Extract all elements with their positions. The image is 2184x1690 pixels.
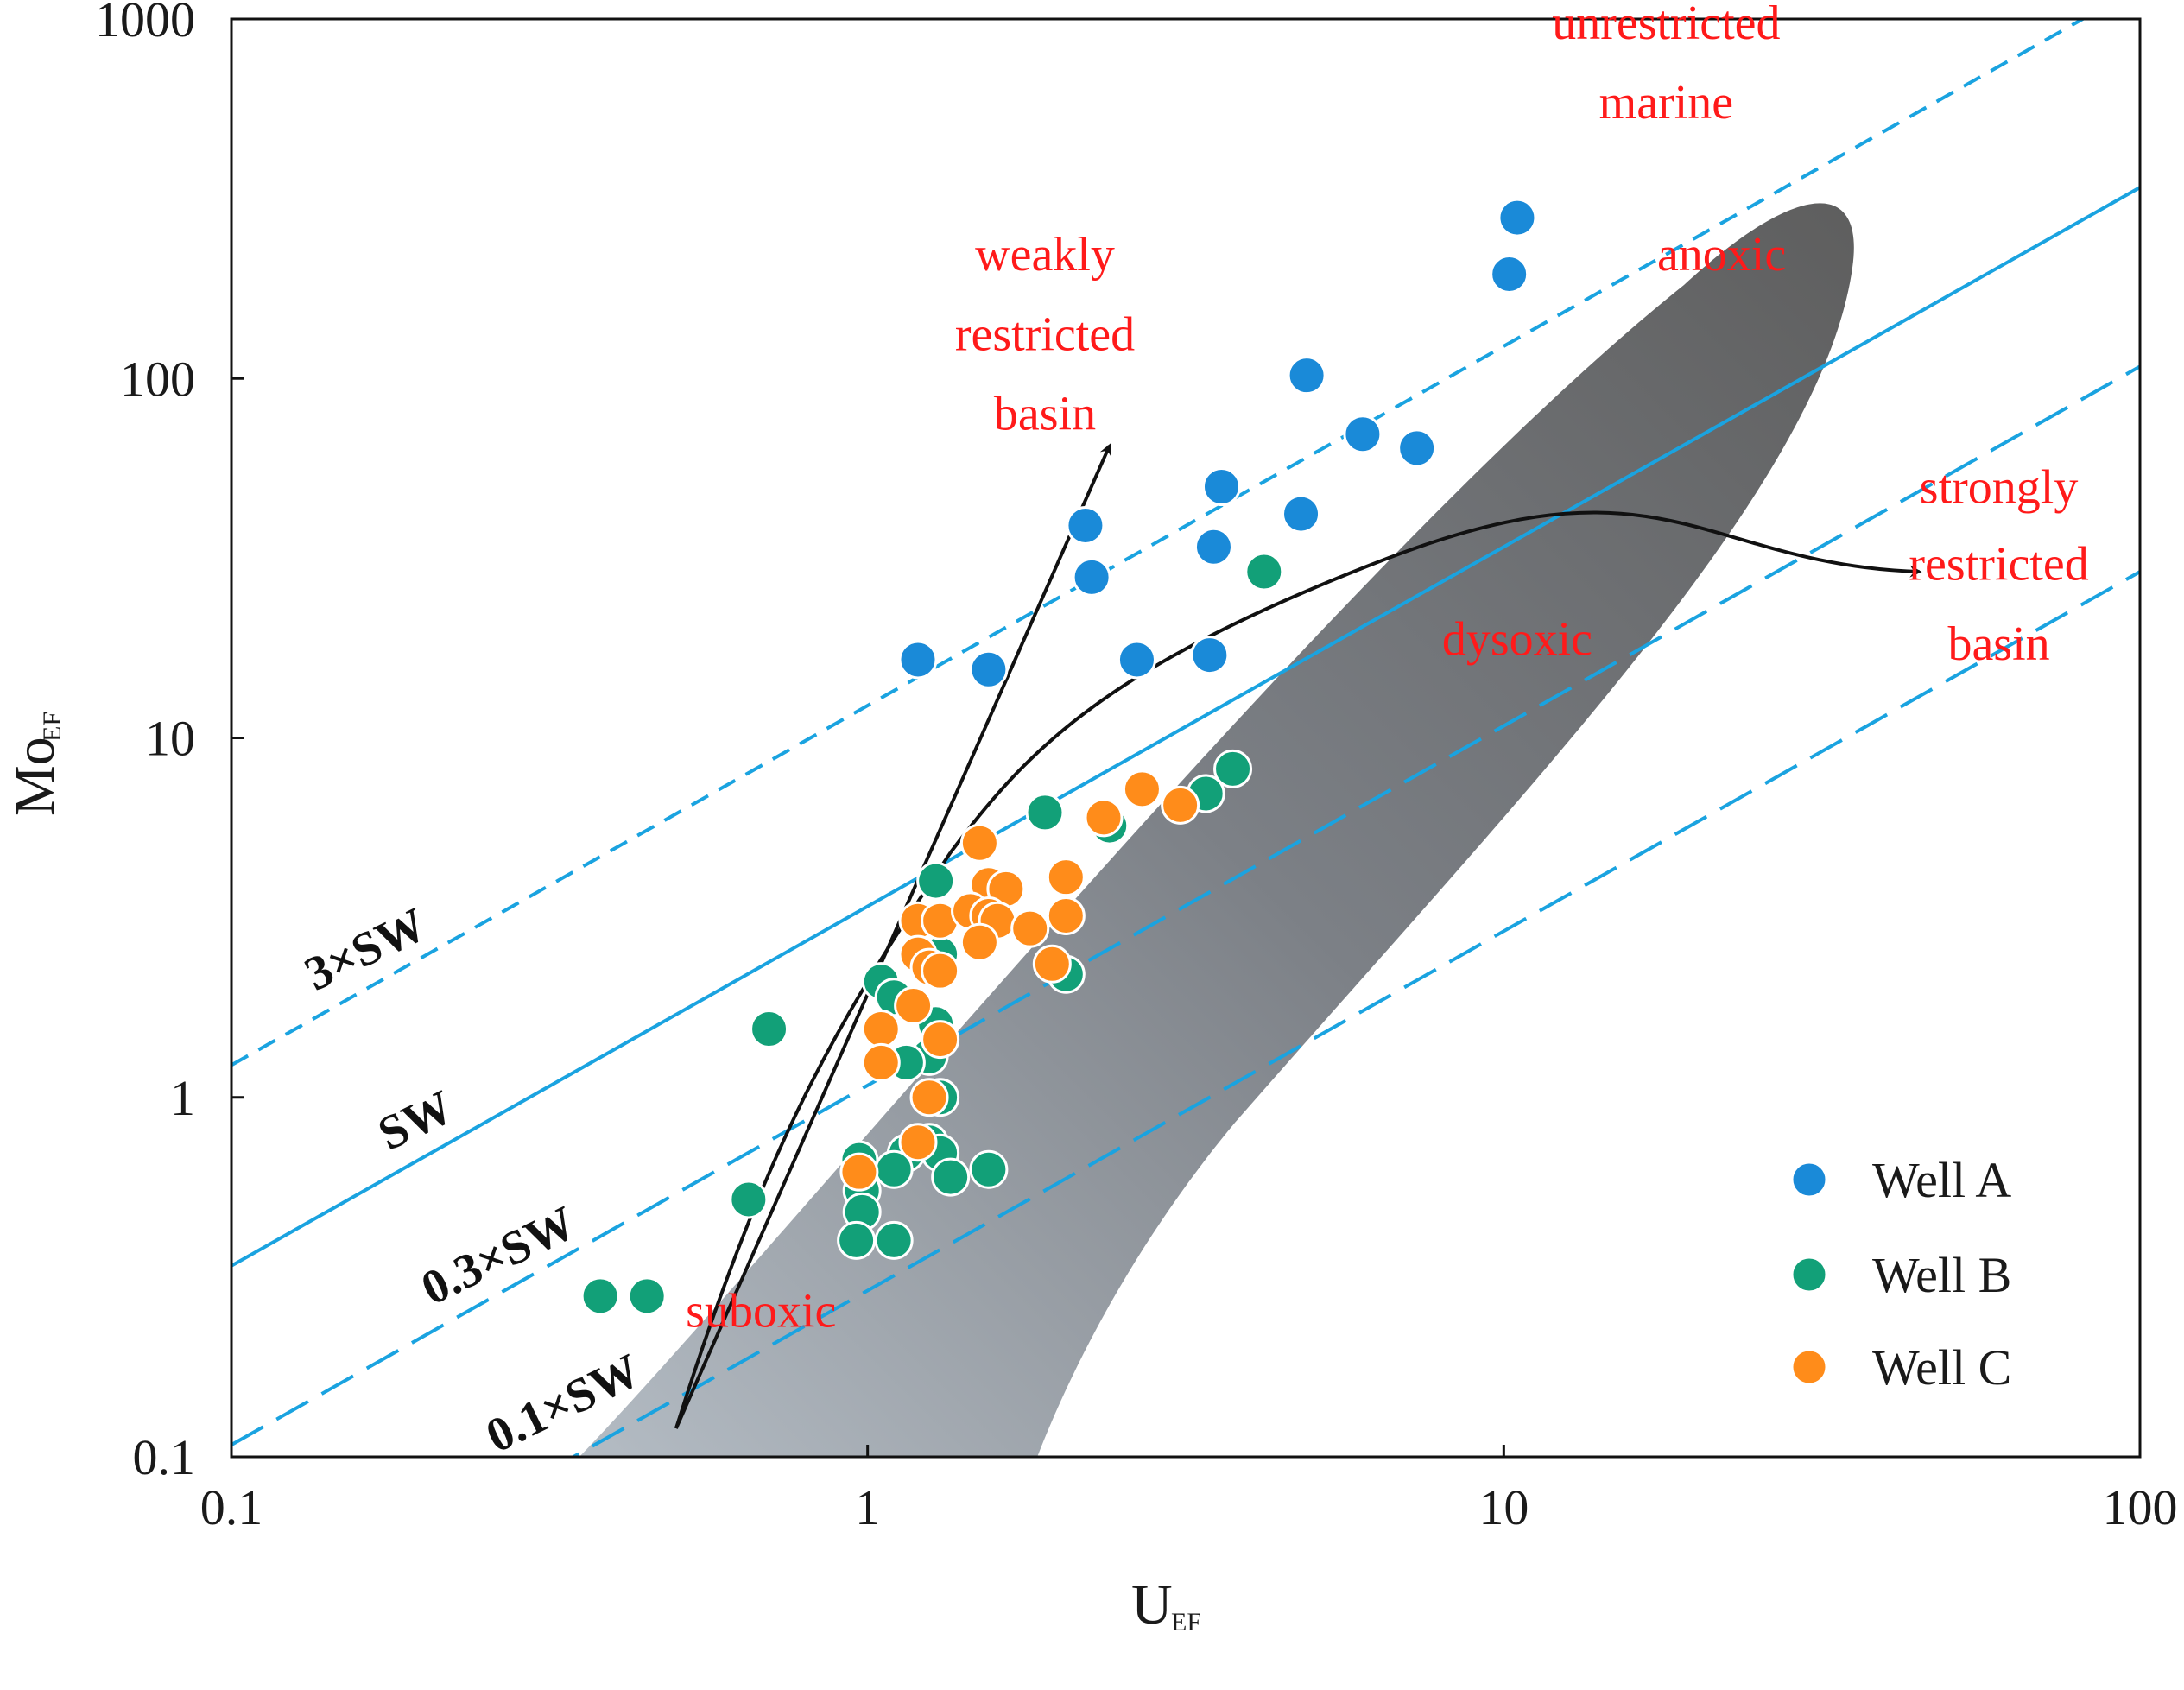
reference-line-0-3-sw — [231, 364, 2140, 1446]
region-label-basin-8: basin — [1947, 617, 2049, 671]
legend-marker-well-c — [1790, 1348, 1828, 1386]
point-well-c-12 — [1010, 908, 1050, 948]
reference-lines — [231, 19, 2140, 1457]
reference-line-sw — [231, 186, 2140, 1268]
point-well-a-9 — [1072, 557, 1111, 597]
point-well-b-27 — [580, 1276, 620, 1316]
point-well-b-5 — [916, 861, 956, 901]
point-well-b-21 — [931, 1157, 971, 1197]
data-points — [580, 198, 1537, 1316]
redox-zone-band — [579, 203, 1854, 1457]
y-tick-label-1000: 1000 — [95, 0, 195, 47]
point-well-c-25 — [839, 1152, 879, 1192]
region-label-weakly-2: weakly — [975, 228, 1115, 282]
region-label-dysoxic-9: dysoxic — [1442, 613, 1592, 667]
region-label-unrestricted-0: unrestricted — [1552, 0, 1780, 50]
x-axis-title-sub: EF — [1171, 1608, 1201, 1636]
point-well-a-4 — [1397, 428, 1437, 468]
line-label-sw: SW — [370, 1080, 462, 1161]
point-well-c-24 — [898, 1123, 938, 1162]
x-tick-label-1: 1 — [855, 1479, 880, 1535]
point-well-a-12 — [1117, 640, 1156, 680]
region-labels: unrestricted marine weakly restricted basin a… — [686, 0, 2089, 1338]
point-well-b-26 — [729, 1180, 769, 1219]
point-well-c-3 — [1084, 798, 1124, 838]
point-well-b-28 — [627, 1276, 667, 1316]
point-well-a-10 — [898, 640, 938, 680]
point-well-c-20 — [861, 1010, 901, 1049]
point-well-c-19 — [894, 985, 934, 1025]
region-label-restricted-3: restricted — [955, 307, 1135, 361]
region-label-basin-4: basin — [994, 388, 1096, 441]
point-well-c-18 — [1032, 944, 1072, 984]
x-axis-title: U — [1131, 1573, 1173, 1636]
x-tick-label-10: 10 — [1478, 1479, 1529, 1535]
point-well-b-0 — [1244, 552, 1284, 592]
point-well-a-13 — [1190, 636, 1230, 675]
y-tick-label-1: 1 — [170, 1070, 195, 1126]
point-well-c-17 — [921, 951, 960, 991]
point-well-a-6 — [1282, 494, 1321, 534]
region-label-strongly-6: strongly — [1920, 461, 2079, 515]
line-label-3sw: 3×SW — [297, 897, 434, 1001]
region-label-restricted-7: restricted — [1909, 538, 2088, 592]
region-label-suboxic-10: suboxic — [686, 1284, 836, 1338]
line-label-0.3sw: 0.3×SW — [414, 1196, 584, 1316]
y-tick-label-100: 100 — [120, 351, 195, 407]
legend-label-well-c: Well C — [1872, 1339, 2011, 1396]
point-well-a-2 — [1287, 356, 1326, 396]
point-well-a-8 — [1193, 527, 1233, 566]
y-tick-label-0-1: 0.1 — [133, 1429, 196, 1485]
region-label-anoxic-5: anoxic — [1657, 228, 1786, 282]
point-well-c-2 — [1161, 785, 1200, 825]
region-label-marine-1: marine — [1599, 76, 1733, 130]
legend-label-well-b: Well B — [1872, 1247, 2011, 1303]
point-well-b-24 — [837, 1220, 877, 1260]
point-well-c-1 — [1122, 769, 1162, 809]
legend-label-well-a: Well A — [1872, 1152, 2011, 1208]
legend-marker-well-b — [1790, 1256, 1828, 1294]
reference-line-3-sw — [231, 19, 2086, 1067]
point-well-a-3 — [1343, 415, 1383, 454]
y-axis-title: Mo — [3, 737, 66, 816]
arrow-strongly-restricted-trend — [949, 510, 1922, 854]
point-well-a-0 — [1497, 198, 1537, 237]
point-well-c-23 — [909, 1078, 949, 1117]
point-well-c-0 — [959, 823, 999, 863]
point-well-c-6 — [1046, 858, 1086, 897]
point-well-b-25 — [874, 1220, 914, 1260]
point-well-c-22 — [861, 1042, 901, 1082]
point-well-a-11 — [969, 649, 1009, 689]
point-well-b-10 — [750, 1010, 789, 1049]
point-well-c-13 — [1046, 896, 1086, 935]
point-well-b-1 — [1213, 749, 1253, 788]
reference-line-0-1-sw — [569, 570, 2140, 1457]
point-well-b-18 — [969, 1149, 1009, 1189]
y-tick-label-10: 10 — [145, 711, 195, 767]
point-well-c-21 — [921, 1020, 960, 1060]
arrow-weakly-restricted-trend — [674, 443, 1111, 1429]
x-tick-label-100: 100 — [2103, 1479, 2178, 1535]
point-well-a-5 — [1201, 467, 1241, 507]
y-axis-title-sub: EF — [38, 712, 66, 742]
point-well-c-14 — [959, 922, 999, 962]
point-well-b-3 — [1025, 793, 1065, 832]
point-well-a-7 — [1066, 505, 1105, 545]
legend-marker-well-a — [1790, 1161, 1828, 1199]
axis-ticks: 0.1 1 10 100 0.1 1 10 100 1000 — [95, 0, 2178, 1535]
x-tick-label-0-1: 0.1 — [200, 1479, 263, 1535]
point-well-a-1 — [1490, 255, 1529, 294]
legend: Well A Well B Well C — [1790, 1152, 2011, 1396]
